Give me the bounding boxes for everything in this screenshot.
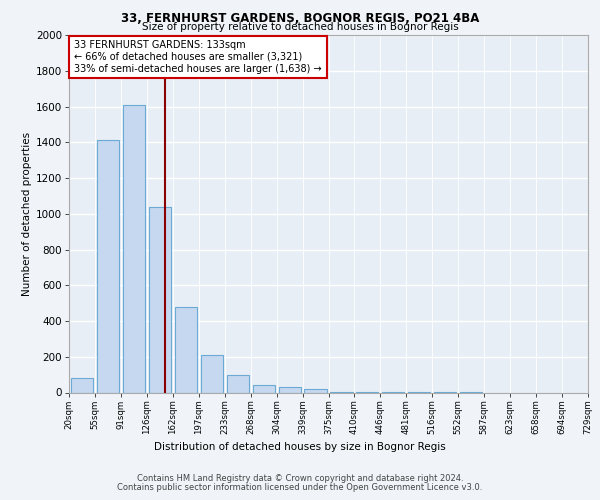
Y-axis label: Number of detached properties: Number of detached properties <box>22 132 32 296</box>
Bar <box>149 206 171 392</box>
Bar <box>97 140 119 392</box>
Bar <box>200 355 223 393</box>
Bar <box>227 374 249 392</box>
Bar <box>175 306 197 392</box>
Bar <box>278 387 301 392</box>
Text: 33 FERNHURST GARDENS: 133sqm
← 66% of detached houses are smaller (3,321)
33% of: 33 FERNHURST GARDENS: 133sqm ← 66% of de… <box>74 40 322 74</box>
Text: Size of property relative to detached houses in Bognor Regis: Size of property relative to detached ho… <box>142 22 458 32</box>
Bar <box>123 104 145 393</box>
Bar <box>304 389 326 392</box>
Text: 33, FERNHURST GARDENS, BOGNOR REGIS, PO21 4BA: 33, FERNHURST GARDENS, BOGNOR REGIS, PO2… <box>121 12 479 26</box>
Text: Distribution of detached houses by size in Bognor Regis: Distribution of detached houses by size … <box>154 442 446 452</box>
Bar <box>71 378 93 392</box>
Text: Contains public sector information licensed under the Open Government Licence v3: Contains public sector information licen… <box>118 484 482 492</box>
Text: Contains HM Land Registry data © Crown copyright and database right 2024.: Contains HM Land Registry data © Crown c… <box>137 474 463 483</box>
Bar <box>253 386 275 392</box>
